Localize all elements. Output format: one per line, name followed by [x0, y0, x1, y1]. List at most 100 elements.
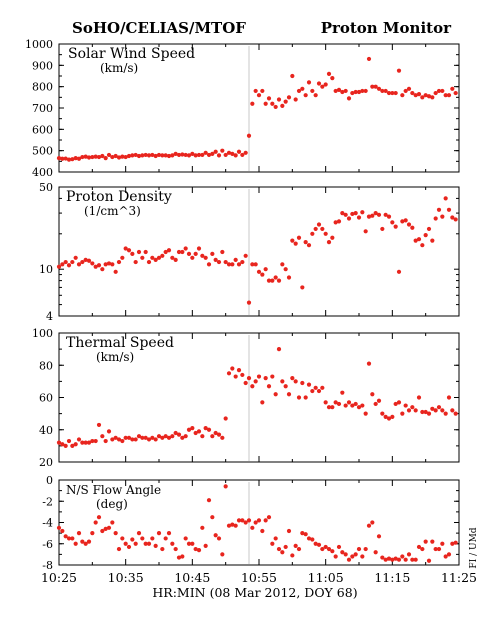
data-point — [393, 401, 398, 407]
data-point — [213, 430, 218, 436]
data-point — [403, 88, 408, 94]
side-label: FI / UMd — [469, 527, 479, 568]
data-point — [446, 207, 452, 212]
data-point — [370, 84, 375, 89]
data-point — [113, 269, 118, 274]
data-point — [96, 263, 102, 268]
data-point — [323, 82, 328, 87]
data-point — [190, 426, 195, 431]
data-point — [253, 88, 258, 94]
data-point — [213, 149, 218, 154]
data-point — [100, 267, 105, 272]
data-point — [313, 226, 318, 232]
data-point — [236, 518, 242, 523]
data-point — [300, 380, 305, 386]
data-point — [193, 430, 198, 436]
data-point — [350, 211, 355, 217]
data-point — [413, 93, 418, 98]
data-point — [420, 95, 425, 100]
data-point — [226, 371, 232, 376]
data-point — [313, 93, 318, 98]
data-point — [423, 232, 428, 238]
data-point — [390, 220, 395, 225]
data-point — [416, 237, 422, 242]
data-point — [126, 248, 132, 253]
data-point — [436, 405, 442, 410]
data-point — [376, 534, 382, 539]
data-point — [396, 68, 402, 73]
x-axis-label: HR:MIN (08 Mar 2012, DOY 68) — [152, 585, 357, 600]
data-point — [403, 557, 408, 562]
data-point — [66, 157, 72, 162]
panel-1: 4 10 50 Proton Density(1/cm^3) — [39, 181, 460, 323]
data-point — [366, 361, 372, 366]
data-point — [390, 414, 395, 419]
data-point — [140, 536, 145, 541]
data-point — [70, 157, 75, 162]
data-point — [133, 152, 138, 158]
y-tick-label: 100 — [32, 327, 53, 340]
panel-title: N/S Flow Angle — [66, 483, 161, 497]
data-point — [290, 553, 295, 558]
data-point — [120, 154, 125, 159]
data-point — [273, 536, 278, 541]
x-tick-label: 11:25 — [441, 570, 477, 585]
header-left: SoHO/CELIAS/MTOF — [72, 19, 246, 37]
panel-unit: (km/s) — [96, 350, 134, 364]
data-point — [196, 246, 202, 251]
data-point — [360, 403, 365, 408]
data-point — [170, 153, 175, 158]
data-point — [286, 275, 292, 280]
data-point — [350, 90, 355, 96]
data-point — [263, 518, 268, 523]
data-point — [143, 249, 148, 255]
data-point — [330, 549, 335, 554]
data-point — [123, 154, 128, 160]
data-point — [226, 523, 232, 528]
data-point — [440, 88, 445, 94]
data-point — [116, 259, 122, 265]
data-point — [56, 156, 62, 161]
data-point — [303, 93, 308, 98]
data-point — [126, 435, 132, 440]
data-point — [286, 95, 292, 100]
data-point — [370, 392, 375, 397]
data-point — [303, 395, 308, 400]
data-point — [213, 257, 218, 262]
data-point — [430, 95, 435, 100]
data-point — [76, 262, 82, 267]
data-point — [323, 400, 328, 405]
data-point — [383, 88, 388, 94]
data-point — [410, 405, 415, 410]
panel-title: Solar Wind Speed — [68, 46, 195, 62]
data-point — [383, 557, 388, 562]
panel-unit: (1/cm^3) — [84, 204, 141, 218]
data-point — [210, 434, 215, 439]
data-point — [206, 427, 212, 432]
data-point — [103, 156, 108, 161]
data-point — [93, 264, 98, 269]
data-point — [246, 133, 252, 138]
data-point — [263, 101, 268, 106]
data-point — [160, 253, 165, 258]
data-point — [283, 384, 288, 389]
y-tick-label: 60 — [39, 392, 53, 405]
y-tick-label: 600 — [32, 123, 53, 136]
data-point — [206, 152, 212, 158]
data-point — [386, 214, 392, 219]
data-point — [453, 90, 458, 96]
data-point — [450, 541, 455, 546]
data-point — [270, 101, 275, 106]
data-point — [200, 253, 205, 258]
data-point — [303, 239, 308, 245]
panel-unit: (km/s) — [100, 61, 138, 75]
data-point — [330, 76, 335, 81]
data-point — [236, 262, 242, 267]
data-point — [183, 536, 188, 541]
data-point — [113, 531, 118, 536]
data-point — [126, 153, 132, 159]
data-point — [220, 435, 225, 440]
data-point — [273, 392, 278, 397]
data-point — [363, 88, 368, 94]
